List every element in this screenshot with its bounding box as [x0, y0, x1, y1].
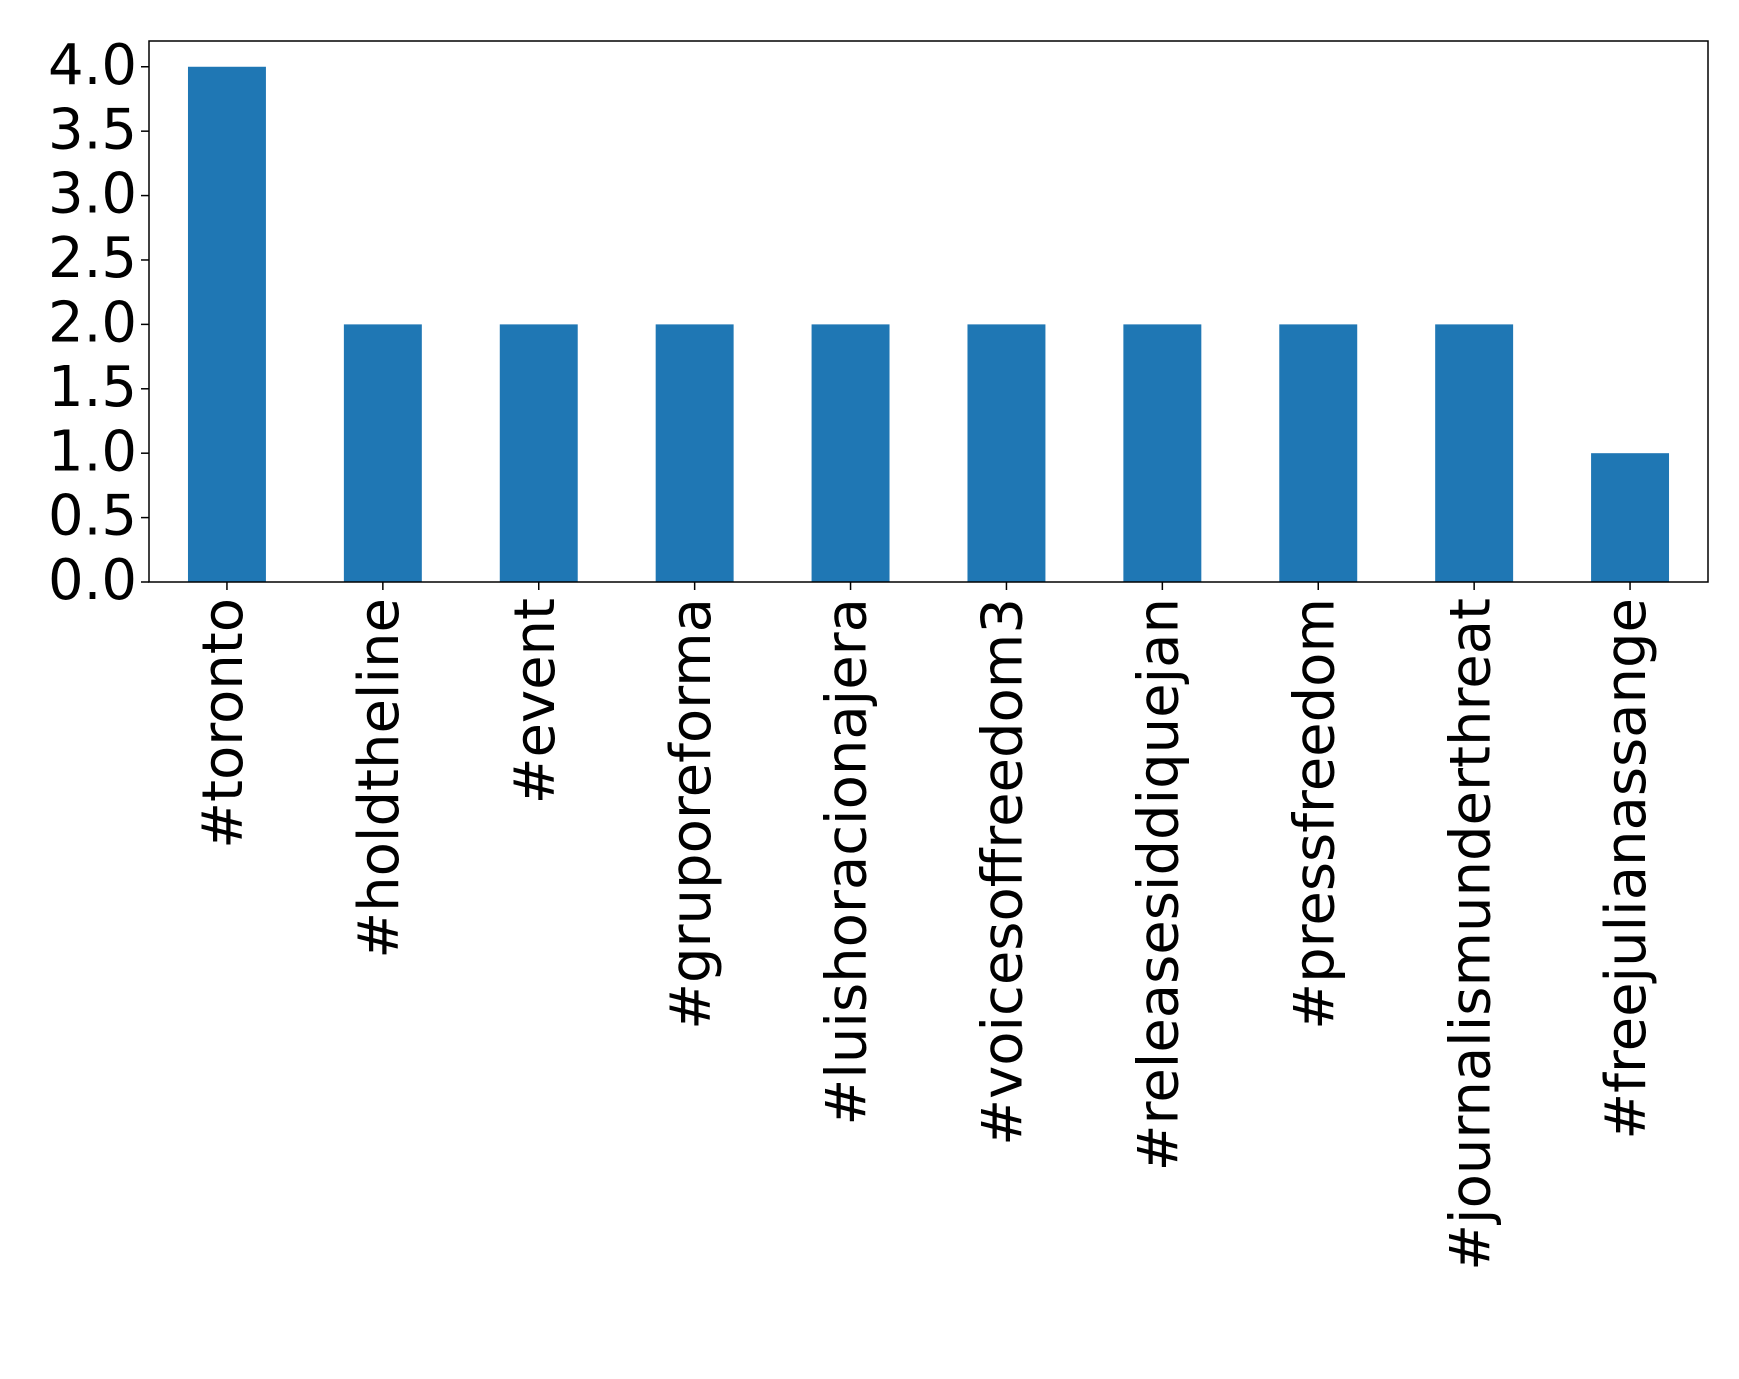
- bar: [1279, 324, 1358, 582]
- y-tick-label: 1.0: [48, 419, 137, 484]
- x-tick-label: #releasesiddiquejan: [1126, 598, 1191, 1171]
- x-tick-label: #pressfreedom: [1282, 598, 1347, 1030]
- bar: [343, 324, 422, 582]
- bar: [967, 324, 1046, 582]
- bar: [187, 66, 266, 582]
- bar: [499, 324, 578, 582]
- x-tick-label: #holdtheline: [347, 598, 412, 959]
- x-tick-label: #toronto: [191, 598, 256, 849]
- bar: [811, 324, 890, 582]
- x-tick-label: #luishoracionajera: [815, 598, 880, 1126]
- y-tick-label: 3.5: [48, 97, 137, 162]
- y-tick-label: 2.0: [48, 291, 137, 356]
- bar: [655, 324, 734, 582]
- bar: [1123, 324, 1202, 582]
- x-tick-label: #gruporeforma: [659, 598, 724, 1030]
- y-tick-label: 4.0: [48, 33, 137, 98]
- x-tick-label: #event: [503, 598, 568, 804]
- y-tick-label: 1.5: [48, 355, 137, 420]
- y-tick-label: 2.5: [48, 226, 137, 291]
- x-tick-label: #voicesoffreedom3: [971, 598, 1036, 1146]
- bar: [1591, 453, 1670, 582]
- x-tick-label: #freejulianassange: [1594, 598, 1659, 1140]
- bar: [1435, 324, 1514, 582]
- plot-frame: [148, 40, 1709, 583]
- y-tick-label: 3.0: [48, 162, 137, 227]
- y-tick-label: 0.0: [48, 548, 137, 613]
- x-tick-label: #journalismunderthreat: [1438, 598, 1503, 1271]
- y-tick-label: 0.5: [48, 484, 137, 549]
